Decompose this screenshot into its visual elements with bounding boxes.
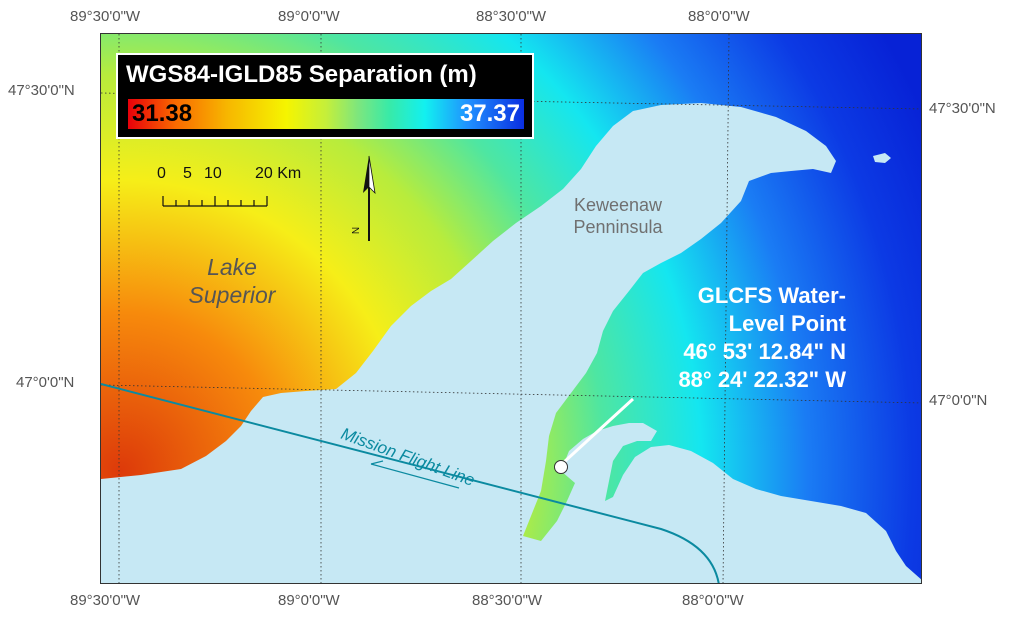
scale-label-0: 0: [157, 165, 166, 182]
colorbar-min: 31.38: [132, 100, 193, 127]
peninsula-label: Keweenaw Penninsula: [558, 194, 678, 238]
bottom-tick-4: 88°0'0"W: [682, 592, 744, 609]
north-arrow-icon: [363, 155, 376, 241]
legend-title: WGS84-IGLD85 Separation (m): [126, 61, 477, 88]
glcfs-longitude: 88° 24' 22.32" W: [678, 367, 846, 392]
flight-arrow: [370, 460, 460, 489]
top-tick-3: 88°30'0"W: [476, 8, 547, 25]
scale-bar: [162, 196, 268, 207]
glcfs-latitude: 46° 53' 12.84" N: [683, 339, 846, 364]
lake-label-line2: Superior: [188, 282, 276, 308]
lake-label-line1: Lake: [207, 254, 257, 280]
bottom-tick-1: 89°30'0"W: [70, 592, 141, 609]
peninsula-label-line2: Penninsula: [573, 217, 663, 237]
scale-label-20: 20 Km: [255, 165, 302, 182]
left-tick-2: 47°0'0"N: [16, 374, 75, 391]
glcfs-label-line1: GLCFS Water-: [697, 283, 846, 308]
peninsula-label-line1: Keweenaw: [573, 195, 663, 215]
left-tick-1: 47°30'0"N: [8, 82, 75, 99]
lake-label: Lake Superior: [172, 253, 292, 309]
flight-line: [101, 383, 720, 583]
top-tick-2: 89°0'0"W: [278, 8, 340, 25]
land-mass: [101, 103, 921, 583]
colorbar-legend: WGS84-IGLD85 Separation (m) 31.38 37.37: [116, 53, 534, 139]
water-level-point: [554, 460, 568, 474]
top-tick-1: 89°30'0"W: [70, 8, 141, 25]
glcfs-point-label: GLCFS Water- Level Point 46° 53' 12.84" …: [620, 282, 846, 394]
island: [873, 153, 891, 163]
bottom-tick-3: 88°30'0"W: [472, 592, 543, 609]
scale-label-5: 5: [183, 165, 192, 182]
scale-label-10: 10: [204, 165, 222, 182]
glcfs-label-line2: Level Point: [728, 311, 846, 336]
right-tick-1: 47°30'0"N: [929, 100, 996, 117]
right-tick-2: 47°0'0"N: [929, 392, 988, 409]
colorbar: 31.38 37.37: [128, 99, 524, 129]
colorbar-max: 37.37: [459, 100, 520, 127]
north-label: N: [351, 226, 363, 235]
leader-line: [561, 397, 635, 465]
bottom-tick-2: 89°0'0"W: [278, 592, 340, 609]
top-tick-4: 88°0'0"W: [688, 8, 750, 25]
